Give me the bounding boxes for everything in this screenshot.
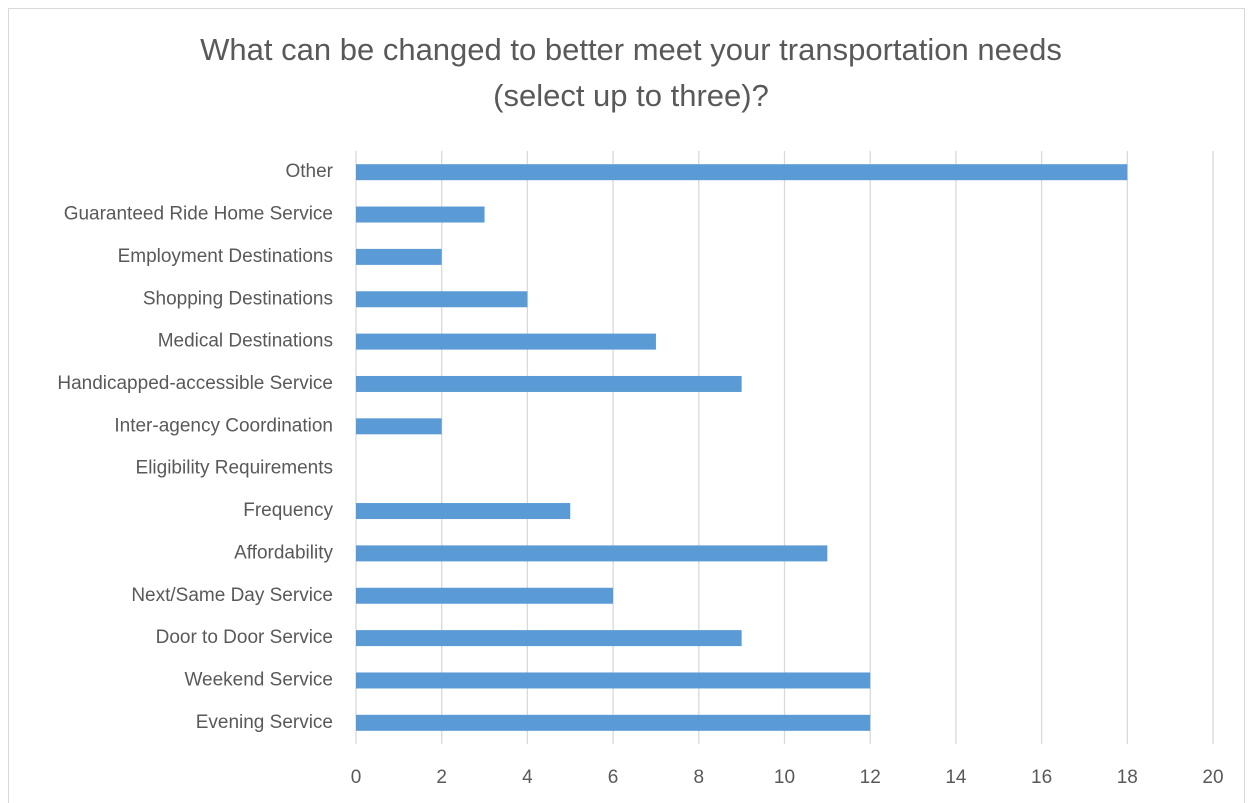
x-tick-label: 6 [608, 767, 619, 788]
x-tick-label: 2 [436, 767, 447, 788]
y-tick-label: Employment Destinations [118, 246, 333, 267]
x-tick-label: 12 [860, 767, 881, 788]
bar [356, 672, 871, 689]
y-tick-label: Guaranteed Ride Home Service [64, 204, 333, 225]
bar [356, 418, 442, 435]
y-tick-label: Door to Door Service [156, 627, 333, 648]
x-tick-label: 16 [1031, 767, 1052, 788]
bar [356, 206, 485, 223]
x-tick-label: 18 [1117, 767, 1138, 788]
chart-border [8, 8, 1245, 803]
y-tick-label: Handicapped-accessible Service [57, 373, 333, 394]
bar [356, 587, 614, 604]
bar [356, 714, 871, 731]
bar [356, 503, 571, 520]
y-tick-label: Evening Service [196, 712, 333, 733]
y-tick-label: Weekend Service [184, 669, 333, 690]
y-tick-label: Shopping Destinations [143, 288, 333, 309]
bar [356, 164, 1128, 181]
y-tick-label: Frequency [243, 500, 333, 521]
y-tick-label: Medical Destinations [158, 331, 333, 352]
x-tick-label: 14 [945, 767, 967, 788]
bar [356, 291, 528, 308]
y-tick-label: Affordability [234, 542, 333, 563]
x-tick-label: 0 [351, 767, 362, 788]
bar [356, 248, 442, 265]
y-tick-label: Inter-agency Coordination [114, 415, 333, 436]
chart-title: What can be changed to better meet your … [200, 32, 1062, 67]
bar [356, 630, 742, 647]
bar [356, 545, 828, 562]
bar [356, 375, 742, 392]
y-tick-label: Next/Same Day Service [131, 585, 333, 606]
x-tick-label: 20 [1202, 767, 1223, 788]
y-tick-label: Other [285, 161, 333, 182]
chart-title: (select up to three)? [493, 78, 769, 113]
x-tick-label: 4 [522, 767, 533, 788]
x-tick-label: 8 [694, 767, 705, 788]
bar [356, 333, 656, 350]
y-tick-label: Eligibility Requirements [136, 458, 333, 479]
x-tick-label: 10 [774, 767, 795, 788]
